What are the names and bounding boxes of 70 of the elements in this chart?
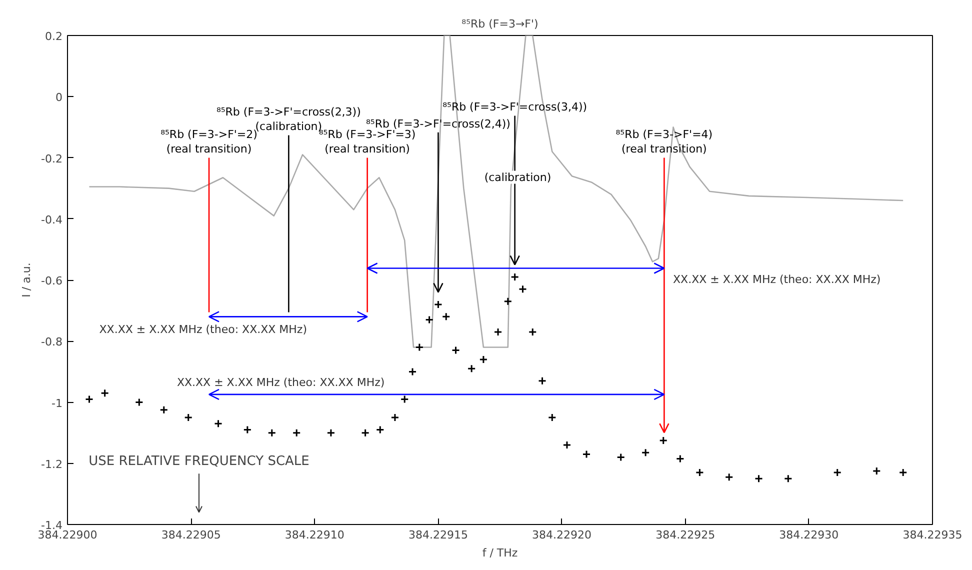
point bbox=[510, 272, 520, 282]
point bbox=[415, 342, 424, 352]
annotation: XX.XX ± X.XX MHz (theo: XX.XX MHz) bbox=[176, 376, 385, 390]
y-tick-label: -0.6 bbox=[41, 274, 63, 288]
x-tick-label: 384.22920 bbox=[532, 528, 592, 542]
point bbox=[784, 474, 792, 483]
y-tick-label: -0.4 bbox=[41, 213, 63, 226]
y-tick-label: -1 bbox=[52, 396, 62, 410]
point bbox=[659, 436, 668, 445]
x-tick-label: 384.22935 bbox=[902, 528, 962, 542]
chart-title: ⁸⁵Rb (F=3→F') bbox=[462, 18, 538, 30]
point bbox=[361, 428, 370, 438]
point bbox=[833, 468, 842, 477]
point bbox=[616, 453, 626, 462]
annotation: (calibration) bbox=[484, 170, 552, 184]
point bbox=[134, 398, 144, 406]
point bbox=[582, 450, 591, 458]
x-tick-label: 384.22910 bbox=[284, 528, 344, 542]
point bbox=[452, 346, 460, 355]
point bbox=[160, 406, 168, 414]
point bbox=[754, 474, 764, 483]
point bbox=[641, 448, 650, 457]
point bbox=[872, 466, 881, 476]
point bbox=[434, 300, 442, 309]
y-tick-label: -0.2 bbox=[41, 152, 63, 166]
annotation: XX.XX ± X.XX MHz (theo: XX.XX MHz) bbox=[99, 322, 308, 336]
point bbox=[442, 312, 450, 321]
y-tick-label: 0.2 bbox=[45, 30, 63, 43]
point bbox=[408, 367, 417, 376]
point bbox=[400, 394, 409, 404]
point bbox=[479, 355, 488, 364]
x-tick-label: 384.22925 bbox=[656, 528, 716, 542]
point bbox=[504, 297, 512, 306]
point bbox=[898, 468, 908, 477]
point bbox=[292, 428, 301, 438]
annotation: ⁸⁵Rb (F=3->F'=3) (real transition) bbox=[318, 128, 416, 156]
point bbox=[85, 394, 94, 404]
point bbox=[243, 426, 252, 434]
point bbox=[518, 284, 527, 294]
point bbox=[376, 426, 384, 434]
annotation: ⁸⁵Rb (F=3->F'=4) (real transition) bbox=[616, 128, 713, 156]
annotation: XX.XX ± X.XX MHz (theo: XX.XX MHz) bbox=[673, 273, 881, 286]
point bbox=[390, 413, 400, 422]
y-tick-label: -0.8 bbox=[41, 336, 63, 349]
point bbox=[467, 364, 476, 373]
point bbox=[326, 428, 336, 438]
y-axis-title: I / a.u. bbox=[20, 262, 34, 298]
point bbox=[695, 468, 704, 477]
annotation: ⁸⁵Rb (F=3->F'=cross(2,4)) bbox=[366, 117, 510, 130]
point bbox=[268, 428, 276, 438]
x-tick-label: 384.22905 bbox=[161, 528, 221, 542]
point bbox=[425, 315, 434, 324]
point bbox=[528, 328, 537, 336]
annotation: USE RELATIVE FREQUENCY SCALE bbox=[88, 454, 310, 469]
point bbox=[548, 413, 556, 422]
x-tick-label: 384.22915 bbox=[408, 528, 468, 542]
point bbox=[676, 454, 684, 464]
point bbox=[562, 440, 572, 450]
line-series bbox=[88, 36, 904, 348]
y-tick-label: 0 bbox=[56, 91, 62, 104]
point bbox=[214, 419, 223, 428]
x-tick-label: 384.22930 bbox=[779, 528, 839, 542]
point bbox=[184, 413, 193, 422]
x-axis-title: f / THz bbox=[482, 546, 518, 560]
y-tick-label: -1.2 bbox=[41, 458, 63, 471]
point bbox=[724, 472, 734, 482]
point bbox=[100, 388, 110, 398]
point bbox=[538, 376, 547, 386]
annotation: ⁸⁵Rb (F=3->F'=cross(3,4)) bbox=[442, 100, 588, 114]
point bbox=[494, 328, 502, 336]
